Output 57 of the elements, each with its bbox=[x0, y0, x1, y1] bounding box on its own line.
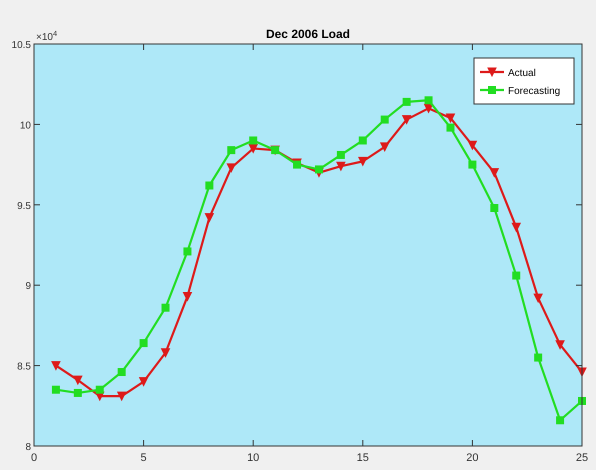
point bbox=[117, 392, 126, 401]
point bbox=[73, 376, 82, 385]
point bbox=[380, 116, 389, 124]
point bbox=[74, 388, 82, 397]
point bbox=[249, 136, 258, 144]
point bbox=[118, 368, 126, 376]
point bbox=[182, 292, 192, 301]
point bbox=[512, 222, 521, 232]
y-tick-label: 9.5 bbox=[17, 200, 32, 212]
chart-title: Dec 2006 Load bbox=[266, 27, 350, 41]
point bbox=[204, 213, 214, 222]
y-tick-label: 8.5 bbox=[17, 362, 32, 373]
point bbox=[226, 163, 236, 172]
legend-label: Actual bbox=[508, 68, 536, 79]
point bbox=[96, 386, 104, 394]
point bbox=[51, 361, 60, 370]
x-tick-label: 5 bbox=[140, 452, 147, 464]
point bbox=[490, 168, 499, 178]
point bbox=[402, 115, 412, 124]
point bbox=[424, 96, 433, 104]
point bbox=[402, 98, 411, 106]
x-tick-label: 20 bbox=[466, 452, 479, 464]
y-tick-label: 8 bbox=[25, 442, 32, 453]
point bbox=[556, 340, 565, 350]
x-tick-label: 10 bbox=[247, 452, 260, 464]
point bbox=[446, 113, 455, 122]
point bbox=[556, 416, 564, 424]
point bbox=[52, 386, 60, 394]
point bbox=[336, 150, 345, 159]
point bbox=[161, 348, 170, 358]
text: ×10$^{4}$ bbox=[36, 28, 58, 43]
y-tick-label: 10 bbox=[20, 120, 32, 132]
point bbox=[512, 272, 520, 280]
point bbox=[534, 354, 542, 362]
point bbox=[468, 160, 476, 169]
y-tick-label: 10.5 bbox=[12, 40, 32, 51]
point bbox=[490, 204, 498, 212]
point bbox=[534, 294, 543, 303]
legend-label: Forecasting bbox=[508, 86, 560, 97]
point bbox=[205, 182, 214, 190]
point bbox=[380, 142, 390, 152]
point bbox=[227, 146, 236, 154]
point bbox=[139, 377, 148, 386]
point bbox=[140, 339, 148, 348]
point bbox=[336, 162, 346, 171]
point bbox=[446, 124, 454, 132]
point bbox=[468, 140, 477, 150]
point bbox=[183, 247, 192, 256]
point bbox=[248, 144, 258, 154]
x-tick-label: 0 bbox=[30, 452, 38, 464]
x-tick-label: 15 bbox=[356, 452, 369, 464]
x-tick-label: 25 bbox=[576, 452, 588, 464]
y-tick-label: 9 bbox=[25, 281, 32, 292]
point bbox=[358, 136, 367, 144]
point bbox=[358, 156, 368, 166]
point bbox=[314, 165, 323, 174]
point bbox=[162, 304, 170, 312]
